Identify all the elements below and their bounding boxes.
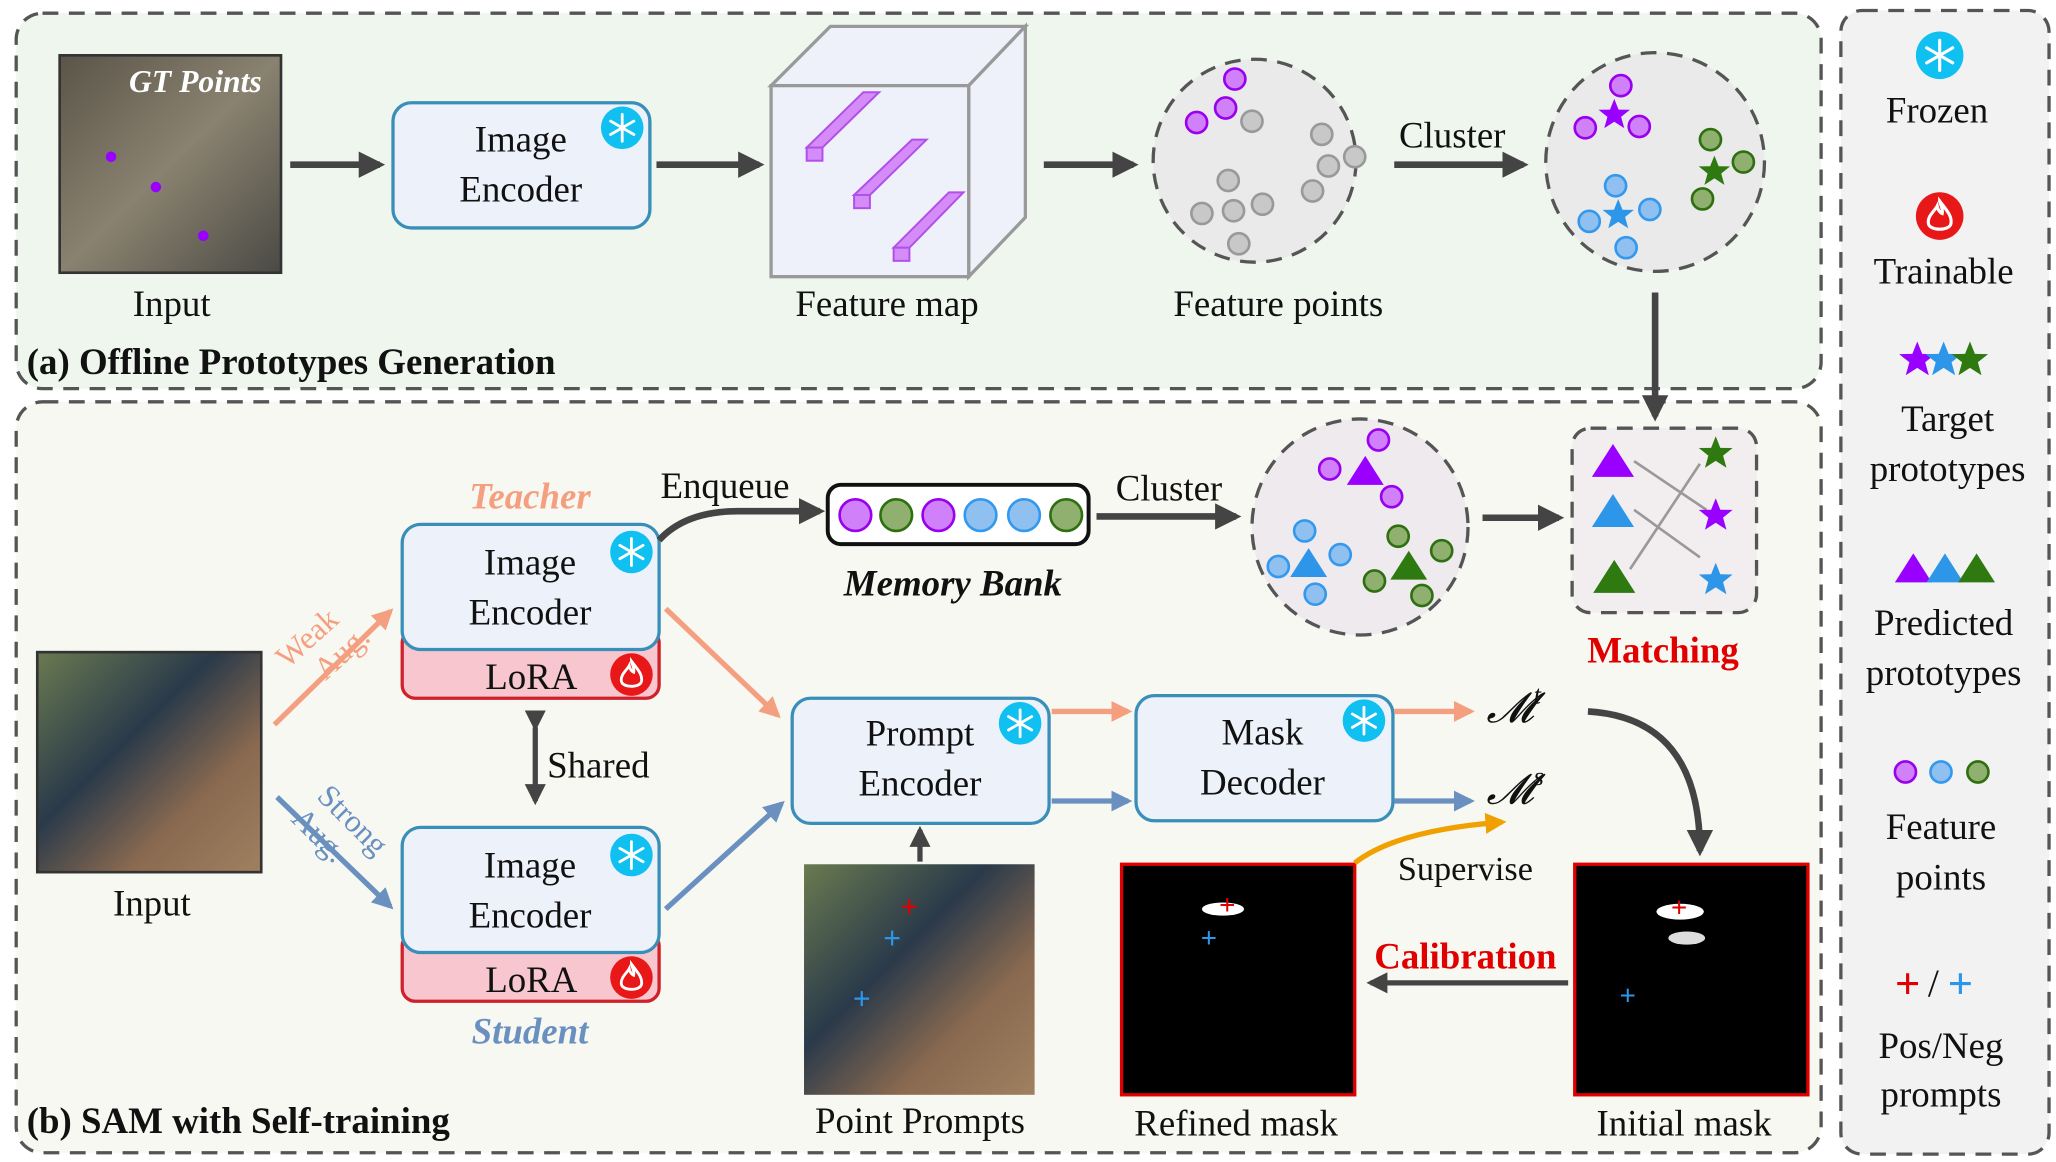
snowflake-icon (997, 700, 1043, 746)
prompt-markers: +++ (853, 889, 918, 1016)
teacher-label: Teacher (469, 476, 591, 517)
student-enc-line1: Image (484, 844, 576, 885)
calibration-label: Calibration (1374, 935, 1556, 976)
legend-predicted-1: Predicted (1874, 602, 2013, 643)
svg-text:+: + (1948, 959, 1974, 1009)
matching-label: Matching (1587, 630, 1739, 671)
legend-predicted-2: prototypes (1866, 652, 2022, 693)
legend-predicted-triangles (1894, 553, 1996, 583)
legend-feature-dots (1893, 760, 1990, 784)
matching-graphic (1591, 436, 1733, 595)
refined-mask-label: Refined mask (1134, 1103, 1338, 1144)
mask-dec-line2: Decoder (1200, 761, 1325, 802)
encoder-a-line2: Encoder (459, 169, 582, 210)
snowflake-icon (1914, 30, 1965, 81)
snowflake-icon (609, 529, 654, 575)
memory-bank-label: Memory Bank (843, 562, 1063, 603)
svg-text:+: + (853, 981, 871, 1016)
panel-b-title: (b) SAM with Self-training (27, 1100, 451, 1142)
cluster-label-b: Cluster (1116, 468, 1223, 509)
svg-text:+: + (1671, 892, 1688, 924)
gt-points-label: GT Points (129, 64, 262, 99)
point-prompts-label: Point Prompts (815, 1100, 1025, 1141)
image-encoder-a (391, 101, 652, 230)
student-enc-line2: Encoder (469, 894, 592, 935)
feature-points (1184, 67, 1367, 256)
legend-prompts-1: Pos/Neg (1879, 1025, 2004, 1066)
initial-mask-image (1573, 862, 1810, 1097)
legend-pos-neg-icons: + / + (1895, 959, 1973, 1009)
feature-points-label: Feature points (1173, 283, 1383, 324)
initial-mask-label: Initial mask (1597, 1103, 1773, 1144)
svg-text:+: + (883, 921, 901, 956)
student-image-encoder (400, 825, 661, 955)
clustered-points-cloud (1544, 51, 1767, 274)
fire-icon (1914, 191, 1965, 242)
prompt-enc-line2: Encoder (859, 763, 982, 804)
legend-feature-1: Feature (1886, 806, 1997, 847)
input-label-b: Input (113, 883, 192, 924)
prompt-encoder (790, 696, 1051, 826)
feature-map-cube (767, 22, 1030, 281)
legend-target-1: Target (1901, 398, 1995, 439)
encoder-a-line1: Image (475, 119, 567, 160)
point-prompts-image (804, 864, 1035, 1095)
clustered-points (1573, 73, 1756, 260)
cluster-label-a: Cluster (1399, 115, 1506, 156)
teacher-lora-label: LoRA (485, 656, 578, 697)
enqueue-arrow (656, 498, 826, 543)
refined-mask-image (1119, 862, 1357, 1097)
teacher-enc-line2: Encoder (469, 591, 592, 632)
teacher-enc-line1: Image (484, 541, 576, 582)
input-image-harbor (35, 650, 263, 874)
teacher-image-encoder (400, 522, 661, 652)
shared-label: Shared (547, 744, 649, 785)
predicted-cluster-points (1266, 428, 1454, 608)
panel-a-title: (a) Offline Prototypes Generation (27, 341, 556, 383)
input-image-airport (58, 54, 283, 275)
legend-frozen: Frozen (1886, 90, 1988, 131)
svg-text:+: + (1895, 959, 1921, 1009)
prompt-enc-line1: Prompt (866, 713, 975, 754)
predicted-cluster-cloud (1250, 417, 1470, 637)
fire-icon (609, 652, 654, 697)
enqueue-label: Enqueue (660, 465, 789, 506)
snowflake-icon (1341, 698, 1387, 744)
mask-dec-line1: Mask (1222, 711, 1305, 752)
student-label: Student (472, 1010, 591, 1051)
svg-text:+: + (900, 889, 918, 924)
svg-text:+: + (1201, 922, 1218, 954)
input-label-a: Input (133, 283, 212, 324)
student-lora-label: LoRA (485, 959, 578, 1000)
feature-map-label: Feature map (795, 283, 978, 324)
strong-aug-arrow (275, 795, 394, 910)
weak-aug-arrow (272, 608, 394, 727)
legend-prompts-2: prompts (1881, 1074, 2002, 1115)
legend-trainable: Trainable (1874, 250, 2014, 291)
legend-target-2: prototypes (1870, 448, 2026, 489)
svg-text:/: / (1928, 961, 1939, 1005)
mask-decoder (1134, 693, 1395, 823)
svg-text:+: + (1620, 980, 1637, 1012)
memory-bank-items (838, 498, 1084, 533)
snowflake-icon (609, 832, 654, 878)
gt-point-markers (105, 151, 209, 242)
snowflake-icon (599, 105, 645, 151)
supervise-label: Supervise (1398, 850, 1533, 888)
supervise-arrow (1353, 812, 1507, 866)
svg-text:+: + (1219, 889, 1236, 921)
legend-feature-2: points (1896, 856, 1986, 897)
fire-icon (609, 955, 654, 1000)
